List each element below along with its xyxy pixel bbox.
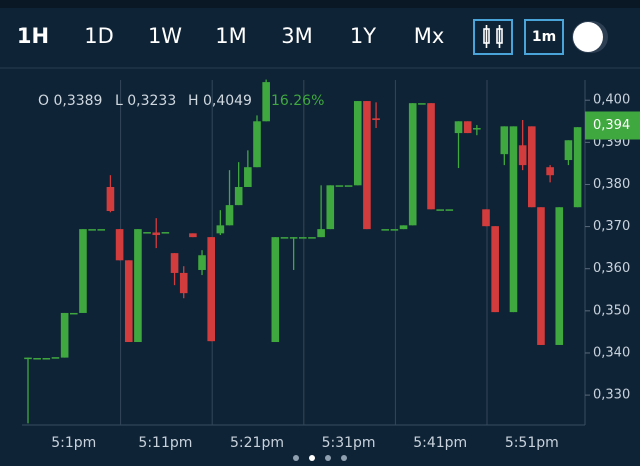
candle-body bbox=[143, 232, 151, 234]
candle-body bbox=[216, 225, 225, 234]
candle-body bbox=[24, 357, 32, 360]
candle-body bbox=[372, 118, 380, 121]
candle-body bbox=[189, 233, 197, 238]
candle-body bbox=[60, 312, 69, 358]
timeframe-tab[interactable]: 1Y bbox=[350, 24, 376, 48]
x-tick-label: 5:31pm bbox=[322, 435, 376, 451]
last-price-label: 0,394 bbox=[593, 118, 630, 133]
candle-body bbox=[88, 229, 96, 231]
candle-body bbox=[390, 229, 399, 231]
y-tick-label: 0,370 bbox=[593, 219, 630, 234]
candle-body bbox=[317, 229, 325, 238]
candle-toggle[interactable] bbox=[473, 19, 513, 55]
ohlc-info: L 0,3233 bbox=[115, 93, 176, 109]
candle-body bbox=[115, 229, 124, 261]
candle-body bbox=[528, 126, 536, 208]
candle-body bbox=[97, 229, 106, 231]
timeframe-tab[interactable]: 1D bbox=[84, 24, 114, 48]
timeframe-tab[interactable]: 1M bbox=[215, 24, 246, 48]
x-tick-label: 5:11pm bbox=[138, 435, 192, 451]
candle-body bbox=[42, 358, 51, 360]
x-tick-label: 5:1pm bbox=[51, 435, 96, 451]
y-tick-label: 0,340 bbox=[593, 345, 630, 360]
candle-body bbox=[33, 358, 41, 360]
candle-body bbox=[51, 357, 60, 359]
candle-body bbox=[353, 101, 362, 186]
candle-body bbox=[463, 121, 472, 134]
last-price-tag bbox=[585, 111, 640, 140]
candle-body bbox=[381, 229, 390, 231]
candle-body bbox=[152, 232, 161, 236]
candle-body bbox=[509, 126, 518, 313]
y-tick-label: 0,400 bbox=[593, 93, 630, 108]
candle-body bbox=[445, 209, 454, 211]
timeframe-tab[interactable]: 1H bbox=[17, 24, 49, 48]
candle-body bbox=[454, 121, 463, 134]
candle-body bbox=[70, 312, 78, 315]
x-tick-label: 5:51pm bbox=[505, 435, 559, 451]
candle-body bbox=[198, 255, 206, 270]
candle-body bbox=[134, 229, 142, 343]
pager bbox=[293, 455, 347, 461]
status-strip bbox=[0, 0, 640, 8]
candle-body bbox=[482, 209, 490, 227]
candle-body bbox=[179, 272, 188, 294]
candle-body bbox=[79, 229, 87, 313]
candle-body bbox=[335, 185, 344, 187]
timeframe-tab[interactable]: 3M bbox=[281, 24, 312, 48]
candle-body bbox=[573, 127, 582, 208]
x-tick-label: 5:41pm bbox=[413, 435, 467, 451]
candle-body bbox=[299, 237, 307, 239]
candle-icon bbox=[483, 25, 503, 48]
y-tick-label: 0,330 bbox=[593, 388, 630, 403]
candle-body bbox=[234, 186, 243, 206]
candle-body bbox=[555, 207, 564, 345]
candle-body bbox=[500, 126, 509, 155]
change-label: 16.26% bbox=[271, 93, 324, 109]
candle-body bbox=[363, 101, 371, 230]
candle-body bbox=[170, 253, 179, 273]
candle-body bbox=[225, 205, 234, 226]
candle-body bbox=[344, 185, 353, 187]
candle-body bbox=[289, 237, 298, 239]
candle-body bbox=[253, 121, 261, 168]
ohlc-info: H 0,4049 bbox=[188, 93, 252, 109]
candle-body bbox=[124, 260, 133, 343]
candle-body bbox=[207, 237, 215, 342]
interval-label: 1m bbox=[532, 29, 556, 45]
candle-body bbox=[473, 128, 481, 130]
timeframe-tab[interactable]: 1W bbox=[148, 24, 182, 48]
timeframe-tab[interactable]: Mx bbox=[414, 24, 445, 48]
candle-body bbox=[244, 167, 252, 187]
candle-body bbox=[161, 232, 170, 234]
ohlc-info: O 0,3389 bbox=[38, 93, 102, 109]
candle-body bbox=[399, 225, 408, 230]
candle-body bbox=[308, 237, 316, 239]
y-tick-label: 0,350 bbox=[593, 303, 630, 318]
x-tick-label: 5:21pm bbox=[230, 435, 284, 451]
candle-body bbox=[427, 103, 435, 210]
candle-body bbox=[436, 209, 444, 211]
y-tick-label: 0,360 bbox=[593, 261, 630, 276]
candle-body bbox=[546, 167, 554, 176]
interval-button[interactable] bbox=[524, 19, 564, 55]
candle-body bbox=[262, 82, 270, 122]
candle-body bbox=[518, 145, 527, 166]
candle-body bbox=[106, 186, 115, 212]
candle-body bbox=[418, 103, 426, 105]
candle-body bbox=[564, 140, 573, 161]
toggle-knob bbox=[573, 22, 603, 52]
candle-body bbox=[491, 226, 499, 313]
candle-body bbox=[537, 207, 545, 345]
candle-body bbox=[280, 237, 289, 239]
y-tick-label: 0,380 bbox=[593, 177, 630, 192]
candle-body bbox=[271, 237, 280, 343]
candle-body bbox=[408, 103, 417, 226]
candle-body bbox=[326, 185, 335, 230]
